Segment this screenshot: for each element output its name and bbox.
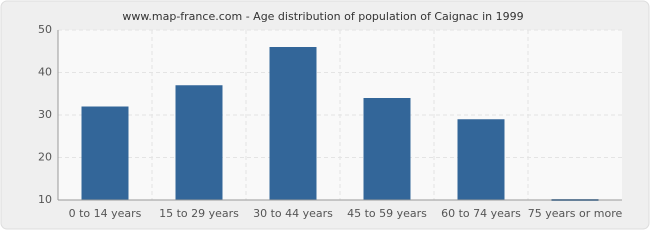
x-tick-label: 30 to 44 years (253, 207, 333, 220)
x-tick-label: 15 to 29 years (159, 207, 239, 220)
chart: www.map-france.com - Age distribution of… (0, 0, 650, 230)
y-tick-label: 40 (38, 66, 52, 79)
y-tick-label: 10 (38, 193, 52, 206)
y-tick-label: 30 (38, 108, 52, 121)
y-tick-label: 50 (38, 23, 52, 36)
x-tick-label: 60 to 74 years (441, 207, 521, 220)
x-tick-label: 75 years or more (528, 207, 623, 220)
bar (363, 98, 411, 200)
bar (457, 119, 505, 200)
bar (175, 85, 223, 200)
chart-title: www.map-france.com - Age distribution of… (122, 10, 523, 23)
bar (269, 47, 317, 200)
y-tick-label: 20 (38, 151, 52, 164)
bar (81, 106, 129, 200)
x-tick-label: 0 to 14 years (69, 207, 142, 220)
x-tick-label: 45 to 59 years (347, 207, 427, 220)
